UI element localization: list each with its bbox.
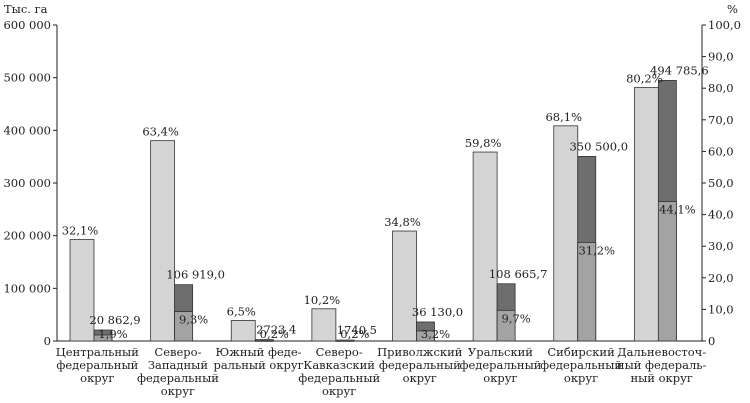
absolute-label: 108 665,7 — [489, 267, 548, 281]
share2-label: 44,1% — [659, 203, 696, 217]
share-bar — [633, 87, 659, 342]
category-label: федеральный — [540, 358, 622, 372]
right-tick-label: 60,0 — [708, 144, 734, 158]
left-tick-label: 100 000 — [3, 281, 51, 295]
category-label: Центральный — [56, 345, 139, 359]
right-tick-label: 30,0 — [708, 239, 734, 253]
share-bar — [392, 230, 417, 342]
share2-bar — [496, 309, 516, 342]
left-axis-label: Тыс. га — [4, 2, 48, 16]
share-label: 59,8% — [465, 136, 502, 150]
absolute-label: 36 130,0 — [412, 305, 463, 319]
category-label: федеральный — [459, 358, 541, 372]
bars — [69, 80, 677, 342]
share-label: 63,4% — [142, 125, 179, 139]
right-tick-label: 90,0 — [708, 50, 734, 64]
category-label: Приволжский — [377, 345, 463, 359]
share-bar — [311, 308, 337, 342]
left-tick-label: 300 000 — [3, 176, 51, 190]
category-label: Дальневосточ- — [617, 345, 706, 359]
left-tick-label: 600 000 — [3, 18, 51, 32]
share2-bar — [93, 334, 113, 342]
category-label: Северо- — [154, 345, 201, 359]
category-label: округ — [322, 384, 356, 398]
left-tick-label: 0 — [44, 334, 51, 348]
category-label: Кавказский — [303, 358, 375, 372]
left-tick-label: 200 000 — [3, 229, 51, 243]
category-label: федеральный — [379, 358, 461, 372]
category-label: округ — [80, 371, 114, 385]
share2-bar — [254, 339, 274, 342]
category-label: округ — [483, 371, 517, 385]
category-label: федеральный — [298, 371, 380, 385]
share-label: 6,5% — [227, 304, 256, 318]
share-label: 80,2% — [626, 72, 663, 86]
category-label: Сибирский — [547, 345, 615, 359]
category-label: федеральный — [137, 371, 219, 385]
right-axis-label: % — [727, 2, 738, 16]
share2-bar — [174, 311, 194, 342]
share2-label: 1,9% — [98, 327, 127, 341]
absolute-label: 20 862,9 — [89, 313, 140, 327]
share-label: 34,8% — [384, 215, 421, 229]
category-label: округ — [403, 371, 437, 385]
share2-label: 3,2% — [421, 327, 450, 341]
category-label: округ — [161, 384, 195, 398]
right-tick-label: 80,0 — [708, 81, 734, 95]
category-label: ральный округ — [213, 358, 303, 372]
share2-bar — [657, 201, 677, 342]
share-bar — [150, 140, 176, 342]
share2-bar — [416, 330, 435, 342]
left-tick-label: 500 000 — [3, 71, 51, 85]
axes: 0 100 000 200 000 300 000 400 000 500 000 600 … — [3, 18, 741, 348]
category-label: Северо- — [316, 345, 363, 359]
share-bar — [553, 125, 579, 342]
share2-label: 9,7% — [502, 311, 531, 325]
share2-label: 0,2% — [340, 327, 369, 341]
absolute-label: 350 500,0 — [569, 139, 628, 153]
share2-label: 9,3% — [179, 313, 208, 327]
left-tick-label: 400 000 — [3, 123, 51, 137]
share-bar — [472, 151, 498, 342]
category-label: федеральный — [56, 358, 138, 372]
right-tick-label: 0 — [708, 334, 715, 348]
category-label: Уральский — [468, 345, 533, 359]
right-tick-label: 10,0 — [708, 302, 734, 316]
absolute-label: 1740,5 — [337, 323, 377, 337]
share2-label: 31,2% — [578, 243, 615, 257]
share-label: 32,1% — [62, 224, 99, 238]
data-labels: 32,1% 20 862,91,9% 63,4% 106 919,0 9,3% 6,5%2… — [62, 63, 709, 341]
share-bar — [69, 239, 95, 342]
category-label: округ — [564, 371, 598, 385]
category-labels: ЦентральныйфедеральныйокругСеверо-Западн… — [56, 345, 707, 398]
category-label: ный округ — [630, 371, 692, 385]
category-label: Западный — [148, 358, 208, 372]
right-tick-label: 50,0 — [708, 176, 734, 190]
right-tick-label: 70,0 — [708, 113, 734, 127]
right-tick-label: 20,0 — [708, 271, 734, 285]
share2-bar — [577, 242, 597, 342]
share-label: 10,2% — [304, 293, 341, 307]
share-bar — [230, 320, 256, 342]
share2-bar — [335, 339, 355, 342]
category-label: Южный феде- — [216, 345, 302, 359]
category-label: ный федераль- — [617, 358, 707, 372]
share2-label: 0,2% — [260, 327, 289, 341]
right-tick-label: 100,0 — [708, 18, 741, 32]
right-tick-label: 40,0 — [708, 208, 734, 222]
absolute-label: 106 919,0 — [166, 268, 225, 282]
absolute-label: 494 785,6 — [650, 63, 709, 77]
absolute-label: 2723,4 — [256, 323, 296, 337]
share-label: 68,1% — [545, 110, 582, 124]
